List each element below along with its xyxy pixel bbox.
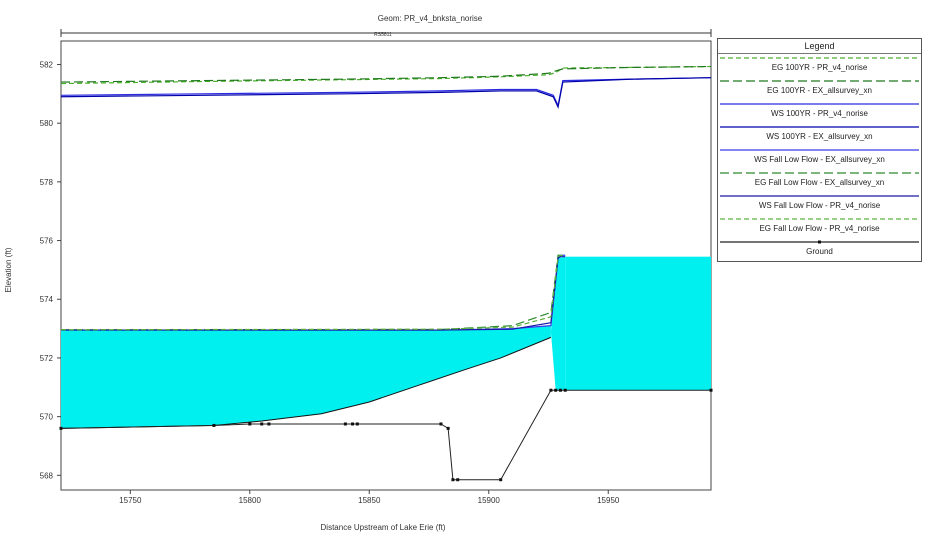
x-tick-label-2: 15850 xyxy=(358,496,381,505)
legend-label-8: Ground xyxy=(806,247,833,256)
ground-point-12 xyxy=(499,478,503,482)
legend-label-4: WS Fall Low Flow - EX_allsurvey_xn xyxy=(754,155,885,164)
legend-item-8: Ground xyxy=(718,238,921,261)
ground-point-1 xyxy=(212,423,216,427)
legend-label-5: EG Fall Low Flow - EX_allsurvey_xn xyxy=(754,178,885,187)
legend-item-5: EG Fall Low Flow - EX_allsurvey_xn xyxy=(718,169,921,192)
legend-swatch-5 xyxy=(720,172,919,174)
legend-swatch-2 xyxy=(720,103,919,105)
series-line-3 xyxy=(60,77,712,109)
ground-point-9 xyxy=(446,426,450,430)
ground-point-8 xyxy=(439,422,443,426)
legend-swatch-8 xyxy=(720,240,919,244)
ground-point-17 xyxy=(709,388,713,392)
y-tick-label-0: 568 xyxy=(40,471,54,480)
ground-point-15 xyxy=(558,388,562,392)
legend-swatch-1 xyxy=(720,80,919,82)
water-fill-structure xyxy=(550,256,566,391)
ground-point-11 xyxy=(456,478,460,482)
legend-item-7: EG Fall Low Flow - PR_v4_norise xyxy=(718,215,921,238)
legend-swatch-6 xyxy=(720,195,919,197)
x-tick-label-3: 15900 xyxy=(478,496,501,505)
legend-item-2: WS 100YR - PR_v4_norise xyxy=(718,100,921,123)
legend-item-0: EG 100YR - PR_v4_norise xyxy=(718,54,921,77)
y-tick-label-1: 570 xyxy=(40,413,54,422)
legend-swatch-7 xyxy=(720,218,919,220)
legend-swatch-4 xyxy=(720,149,919,151)
ground-point-5 xyxy=(343,422,347,426)
x-tick-label-1: 15800 xyxy=(239,496,262,505)
series-line-1 xyxy=(60,65,712,83)
ground-point-10 xyxy=(451,478,455,482)
ground-point-16 xyxy=(563,388,567,392)
y-tick-label-6: 580 xyxy=(40,119,54,128)
axes: 15750 15800 15850 15900 15950 568 570 572 574 576… xyxy=(40,60,620,505)
ground-point-3 xyxy=(260,422,264,426)
x-tick-label-4: 15950 xyxy=(597,496,620,505)
legend-item-4: WS Fall Low Flow - EX_allsurvey_xn xyxy=(718,146,921,169)
water-fill-upstream xyxy=(565,256,711,391)
ground-point-7 xyxy=(355,422,359,426)
x-tick-label-0: 15750 xyxy=(119,496,142,505)
water-fill xyxy=(60,256,711,429)
legend-swatch-0 xyxy=(720,57,919,59)
legend-item-6: WS Fall Low Flow - PR_v4_norise xyxy=(718,192,921,215)
chart-title: Geom: PR_v4_bnksta_norise xyxy=(378,14,483,23)
legend-label-3: WS 100YR - EX_allsurvey_xn xyxy=(766,132,873,141)
series-line-6 xyxy=(61,256,566,331)
ground-point-6 xyxy=(351,422,355,426)
subtitle-band xyxy=(60,29,712,37)
ground-point-4 xyxy=(267,422,271,426)
y-tick-label-5: 578 xyxy=(40,178,54,187)
series-line-5 xyxy=(60,254,566,331)
chart-subtitle: RS5811 xyxy=(374,32,392,38)
legend-label-2: WS 100YR - PR_v4_norise xyxy=(771,109,868,118)
series-line-2 xyxy=(60,77,712,108)
water-fill-downstream xyxy=(61,325,551,429)
legend-items: EG 100YR - PR_v4_norise EG 100YR - EX_all… xyxy=(718,54,921,261)
y-tick-label-4: 576 xyxy=(40,237,54,246)
water-fill-bed-line xyxy=(60,336,552,429)
ground-point-14 xyxy=(554,388,558,392)
legend-item-3: WS 100YR - EX_allsurvey_xn xyxy=(718,123,921,146)
series-line-4 xyxy=(61,254,566,331)
legend: Legend EG 100YR - PR_v4_norise EG 100YR -… xyxy=(717,38,922,262)
y-axis-label: Elevation (ft) xyxy=(4,247,13,292)
legend-swatch-3 xyxy=(720,126,919,128)
y-tick-label-3: 574 xyxy=(40,295,54,304)
ground-point-13 xyxy=(549,388,553,392)
ground-point-2 xyxy=(248,422,252,426)
legend-label-7: EG Fall Low Flow - PR_v4_norise xyxy=(759,224,880,233)
legend-label-6: WS Fall Low Flow - PR_v4_norise xyxy=(758,201,881,210)
legend-label-0: EG 100YR - PR_v4_norise xyxy=(771,63,868,72)
series-layer xyxy=(59,65,713,482)
x-axis-label: Distance Upstream of Lake Erie (ft) xyxy=(321,523,446,532)
y-tick-label-2: 572 xyxy=(40,354,54,363)
series-line-7 xyxy=(60,254,566,331)
y-tick-label-7: 582 xyxy=(40,60,54,69)
legend-label-1: EG 100YR - EX_allsurvey_xn xyxy=(767,86,872,95)
ground-point-0 xyxy=(59,426,63,430)
legend-item-1: EG 100YR - EX_allsurvey_xn xyxy=(718,77,921,100)
legend-title: Legend xyxy=(718,39,921,54)
